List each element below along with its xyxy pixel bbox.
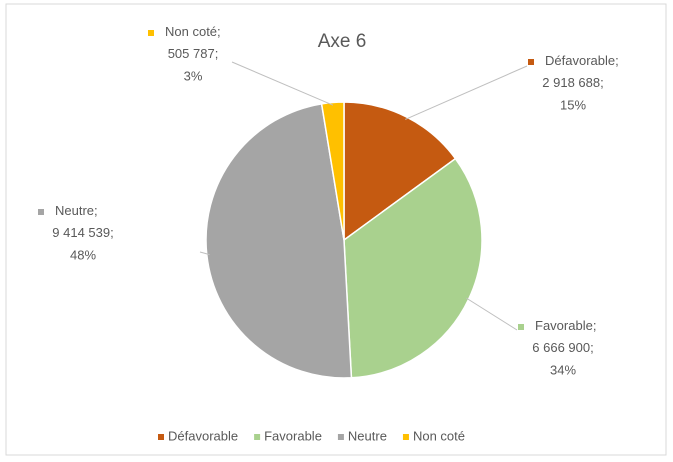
label-swatch [528, 59, 534, 65]
data-label: 48% [70, 247, 96, 262]
legend: Défavorable Favorable Neutre Non coté [158, 428, 465, 443]
data-label: Défavorable; [545, 53, 619, 68]
legend-swatch [337, 434, 344, 440]
legend-label: Neutre [348, 428, 387, 443]
data-label: Neutre; [55, 203, 98, 218]
data-label: 3% [184, 68, 203, 83]
label-value: 505 787 [168, 46, 215, 61]
label-value: 6 666 900 [532, 340, 590, 355]
pie-slice [320, 101, 345, 241]
chart-title: Axe 6 [318, 31, 367, 52]
label-sep: ; [593, 318, 597, 333]
label-sep: ; [590, 340, 594, 355]
legend-swatch [402, 434, 409, 440]
legend-label: Non coté [413, 428, 465, 443]
label-sep: ; [110, 225, 114, 240]
data-label: 15% [560, 97, 586, 112]
pie-slice [205, 102, 353, 379]
leader-line [199, 251, 210, 256]
label-sep: ; [94, 203, 98, 218]
label-value: 9 414 539 [52, 225, 110, 240]
data-label: 9 414 539; [52, 225, 113, 240]
leader-line [231, 61, 334, 106]
label-name: Défavorable [545, 53, 615, 68]
data-label: 505 787; [168, 46, 219, 61]
data-label: 34% [550, 362, 576, 377]
label-name: Neutre [55, 203, 94, 218]
legend-label: Favorable [264, 428, 322, 443]
leader-line [465, 297, 518, 331]
label-swatch [38, 209, 44, 215]
data-label: Non coté; [165, 24, 221, 39]
label-swatch [148, 30, 154, 36]
label-sep: ; [615, 53, 619, 68]
data-label: Favorable; [535, 318, 596, 333]
label-sep: ; [217, 24, 221, 39]
legend-label: Défavorable [168, 428, 238, 443]
label-swatch [518, 324, 524, 330]
data-label: 2 918 688; [542, 75, 603, 90]
label-value: 2 918 688 [542, 75, 600, 90]
pie-slice [343, 101, 457, 242]
legend-swatch [158, 434, 164, 440]
legend-swatch [254, 434, 261, 440]
label-name: Non coté [165, 24, 217, 39]
leader-line [405, 65, 528, 120]
label-name: Favorable [535, 318, 593, 333]
label-sep: ; [600, 75, 604, 90]
data-label: 6 666 900; [532, 340, 593, 355]
label-sep: ; [215, 46, 219, 61]
